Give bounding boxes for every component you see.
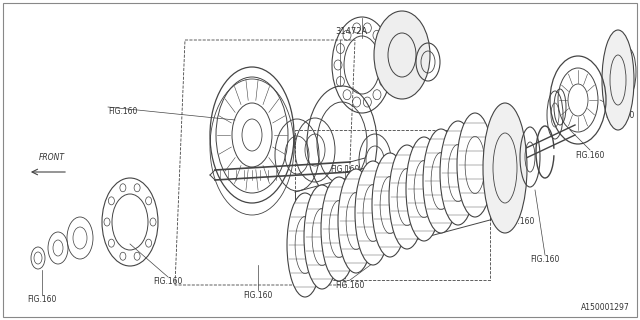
Ellipse shape xyxy=(423,129,459,233)
Text: FIG.160: FIG.160 xyxy=(243,291,273,300)
Text: FIG.160: FIG.160 xyxy=(575,150,605,159)
Text: FIG.160: FIG.160 xyxy=(531,255,560,265)
Ellipse shape xyxy=(321,177,357,281)
Ellipse shape xyxy=(355,161,391,265)
Text: FIG.160: FIG.160 xyxy=(506,218,534,227)
Ellipse shape xyxy=(457,113,493,217)
Ellipse shape xyxy=(287,193,323,297)
Text: FIG.160: FIG.160 xyxy=(335,281,365,290)
Text: A150001297: A150001297 xyxy=(581,303,630,313)
Ellipse shape xyxy=(602,30,634,130)
Ellipse shape xyxy=(304,185,340,289)
Text: FRONT: FRONT xyxy=(39,153,65,162)
Text: FIG.160: FIG.160 xyxy=(154,277,182,286)
Text: FIG.160: FIG.160 xyxy=(435,171,465,180)
Ellipse shape xyxy=(389,145,425,249)
Text: 31472A: 31472A xyxy=(335,28,367,36)
Ellipse shape xyxy=(338,169,374,273)
Ellipse shape xyxy=(372,153,408,257)
Text: FIG.160: FIG.160 xyxy=(108,108,138,116)
Ellipse shape xyxy=(483,103,527,233)
Ellipse shape xyxy=(406,137,442,241)
Text: FIG.160: FIG.160 xyxy=(28,295,57,305)
Text: FIG.160: FIG.160 xyxy=(605,110,635,119)
Text: FIG.160: FIG.160 xyxy=(330,165,360,174)
Ellipse shape xyxy=(440,121,476,225)
Ellipse shape xyxy=(374,11,430,99)
